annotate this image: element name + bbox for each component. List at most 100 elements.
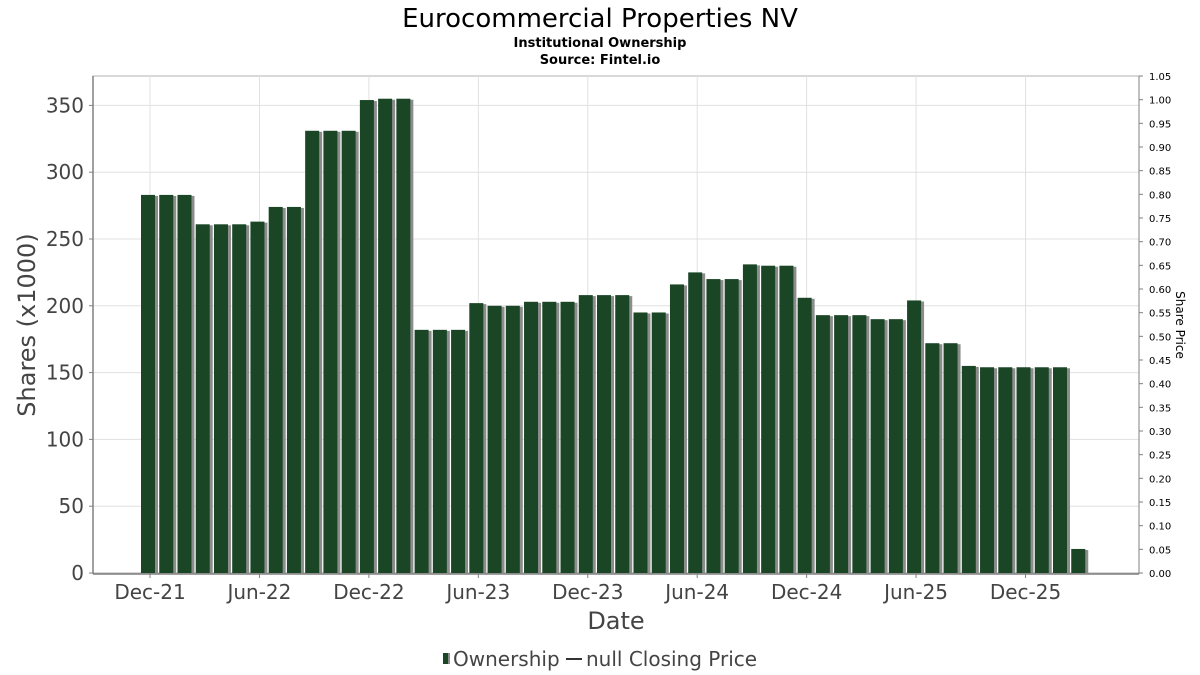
ownership-bar [432,329,447,573]
y2-tick-label: 0.90 [1149,143,1171,154]
ownership-bar [761,265,776,573]
ownership-bar [742,264,757,573]
ownership-bar [852,315,867,573]
ownership-bar [195,224,210,573]
axes [92,76,1140,575]
legend: Ownership null Closing Price [443,647,757,671]
ownership-bar [706,279,721,573]
ownership-bar [1016,367,1031,573]
x-axis-label: Date [587,607,644,635]
ownership-bar [341,130,356,573]
y-tick-label: 350 [46,93,84,117]
ownership-bar [159,194,174,573]
chart-source: Source: Fintel.io [540,53,661,68]
ownership-bar [451,329,466,573]
ownership-bar [943,343,958,573]
ownership-bar [925,343,940,573]
y-tick-label: 100 [46,427,84,451]
legend-ownership-swatch-shadow [448,653,450,664]
y-tick-label: 150 [46,361,84,385]
y2-tick-label: 0.25 [1149,451,1171,462]
ownership-bar [779,265,794,573]
y-tick-label: 250 [46,227,84,251]
x-axis-ticks: Dec-21 Jun-22 Dec-22 Jun-23 Dec-23 Jun-24 Dec-… [114,573,1061,604]
ownership-bar [524,301,539,573]
left-axis-ticks: 0 50 100 150 200 250 300 350 [46,93,93,585]
y-tick-label: 0 [71,561,84,585]
x-tick-label: Dec-25 [990,580,1061,604]
y2-tick-label: 0.15 [1149,498,1171,509]
ownership-bar [688,272,703,573]
x-tick-label: Jun-23 [444,580,510,604]
x-tick-label: Dec-23 [552,580,623,604]
legend-price-label: null Closing Price [586,647,757,671]
y2-tick-label: 0.85 [1149,167,1171,178]
ownership-bar [724,279,739,573]
y2-tick-label: 0.35 [1149,403,1171,414]
ownership-bar [815,315,830,573]
y2-axis-label: Share Price [1173,291,1187,359]
ownership-bar [980,367,995,573]
ownership-bar [305,130,320,573]
ownership-bar [797,297,812,573]
y2-tick-label: 0.50 [1149,332,1171,343]
x-tick-label: Jun-22 [225,580,291,604]
y2-tick-label: 0.10 [1149,522,1171,533]
ownership-bar [268,206,283,573]
y2-tick-label: 0.65 [1149,261,1171,272]
ownership-bar [870,319,885,573]
ownership-bar [961,365,976,573]
x-tick-label: Dec-24 [771,580,842,604]
ownership-bar [213,224,228,573]
y2-tick-label: 0.20 [1149,474,1171,485]
y2-tick-label: 0.70 [1149,238,1171,249]
chart-subtitle: Institutional Ownership [514,36,687,51]
ownership-bar [998,367,1013,573]
ownership-bar [323,130,338,573]
ownership-bar [615,295,630,573]
ownership-bar [487,305,502,573]
y2-tick-label: 0.05 [1149,545,1171,556]
y2-tick-label: 1.00 [1149,96,1171,107]
ownership-bar [141,194,155,573]
ownership-bar [578,295,593,573]
y-tick-label: 300 [46,160,84,184]
ownership-bar [834,315,849,573]
y-axis-label: Shares (x1000) [13,233,41,416]
y-tick-label: 50 [59,494,84,518]
ownership-bar [359,100,374,573]
x-tick-label: Dec-21 [114,580,185,604]
ownership-bar [1053,367,1067,573]
y2-tick-label: 0.00 [1149,569,1171,580]
x-tick-label: Jun-25 [882,580,948,604]
legend-ownership-swatch [443,653,448,664]
ownership-bar [1071,548,1086,573]
y2-tick-label: 1.05 [1149,72,1171,83]
ownership-bar [396,98,411,573]
ownership-bar [250,221,265,573]
y2-tick-label: 0.60 [1149,285,1171,296]
ownership-bar [505,305,520,573]
ownership-bar [469,303,484,573]
bars [141,98,1089,573]
legend-ownership-label: Ownership [453,647,560,671]
ownership-bar [907,300,922,573]
ownership-bar [378,98,393,573]
ownership-bar [232,224,247,573]
ownership-bar [414,329,429,573]
right-axis-ticks: 0.00 0.05 0.10 0.15 0.20 0.25 0.30 0.35 0.40 0.45… [1139,72,1171,580]
y2-tick-label: 0.45 [1149,356,1171,367]
ownership-bar [560,301,575,573]
x-tick-label: Jun-24 [663,580,729,604]
chart-title: Eurocommercial Properties NV [402,4,798,34]
ownership-bar [888,319,903,573]
ownership-bar [669,284,684,573]
x-tick-label: Dec-22 [333,580,404,604]
y2-tick-label: 0.30 [1149,427,1171,438]
y2-tick-label: 0.55 [1149,309,1171,320]
ownership-bar [597,295,611,573]
y2-tick-label: 0.95 [1149,119,1171,130]
y2-tick-label: 0.75 [1149,214,1171,225]
ownership-bar [633,312,648,573]
y2-tick-label: 0.40 [1149,380,1171,391]
